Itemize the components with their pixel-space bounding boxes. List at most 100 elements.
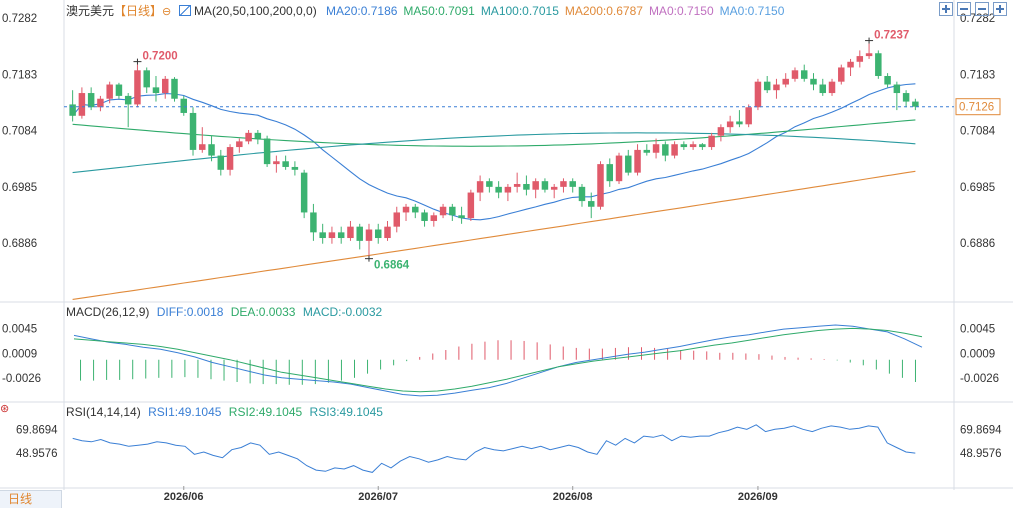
candle-body <box>319 232 326 239</box>
candle-body <box>291 166 299 170</box>
rsi-label: RSI(14,14,14) <box>66 405 141 419</box>
candle-body <box>847 61 854 68</box>
ma-value-3: MA200:0.6787 <box>564 4 643 18</box>
candle-body <box>754 81 762 108</box>
candle-body <box>763 81 771 91</box>
zoom-in-icon[interactable] <box>939 2 953 16</box>
candle-body <box>282 161 289 167</box>
x-tick-label: 2026/06 <box>164 491 204 503</box>
candle-body <box>699 144 706 148</box>
price-tick-right: 0.7282 <box>960 13 995 25</box>
candle-body <box>217 155 225 170</box>
candle-body <box>486 181 493 187</box>
candle-body <box>384 226 391 239</box>
candle-body <box>615 155 623 182</box>
candle-body <box>208 144 215 156</box>
candle-body <box>782 78 789 85</box>
ma-label: MA(20,50,100,200,0,0) <box>193 4 317 18</box>
candle-body <box>587 201 595 207</box>
candle-body <box>124 95 132 105</box>
candle-body <box>199 144 206 150</box>
candle-body <box>134 70 141 105</box>
period-tag[interactable]: 【日线】 <box>114 4 163 18</box>
x-tick-label: 2026/09 <box>738 491 778 503</box>
candle-body <box>745 107 752 125</box>
candle-body <box>458 215 465 219</box>
macd-diff: DIFF:0.0018 <box>156 305 224 319</box>
candle-body <box>310 212 317 233</box>
x-tick-label: 2026/07 <box>358 491 398 503</box>
ma-value-1: MA50:0.7091 <box>403 4 475 18</box>
candle-body <box>189 112 197 150</box>
ma-indicator-icon[interactable] <box>178 5 191 16</box>
candle-body <box>708 135 715 148</box>
candle-body <box>791 70 799 79</box>
candle-body <box>578 186 586 202</box>
ma20-line <box>72 83 916 221</box>
macd-diff-line <box>73 324 923 397</box>
price-tick-left: 0.7084 <box>2 126 38 138</box>
candle-body <box>865 53 873 57</box>
candle-body <box>652 144 660 153</box>
settings-icon[interactable] <box>975 2 989 16</box>
ma-value-0: MA20:0.7186 <box>326 4 398 18</box>
x-tick-label: 2026/08 <box>553 491 593 503</box>
fullscreen-icon[interactable] <box>993 2 1007 16</box>
rsi3-value: RSI3:49.1045 <box>309 405 383 419</box>
candle-body <box>893 84 901 94</box>
candle-body <box>625 155 632 173</box>
rsi-legend: RSI(14,14,14) RSI1:49.1045 RSI2:49.1045 … <box>66 405 383 419</box>
candle-body <box>97 98 104 108</box>
candle-body <box>337 232 345 239</box>
rsi2-value: RSI2:49.1045 <box>228 405 303 419</box>
candle-body <box>412 206 419 213</box>
candle-body <box>254 132 262 139</box>
ma50-line <box>72 119 916 147</box>
candle-body <box>439 206 447 216</box>
candle-body <box>152 87 160 94</box>
candle-body <box>569 181 576 187</box>
macd-value: MACD:-0.0032 <box>302 305 383 319</box>
candle-body <box>875 53 882 76</box>
rsi-tick-right: 48.9576 <box>960 448 1002 460</box>
zoom-out-icon[interactable] <box>957 2 971 16</box>
price-tick-left: 0.6985 <box>2 182 37 194</box>
candle-body <box>550 186 558 190</box>
candle-body <box>736 121 743 125</box>
candle-body <box>838 67 845 82</box>
macd-dea-line <box>73 327 923 393</box>
candle-body <box>365 229 373 241</box>
candle-body <box>115 84 123 96</box>
candle-body <box>467 192 475 219</box>
candle-body <box>143 70 150 88</box>
candle-body <box>171 78 178 99</box>
price-tick-left: 0.7183 <box>2 69 37 81</box>
annotation-label: 0.6864 <box>374 260 410 272</box>
ma-value-2: MA100:0.7015 <box>480 4 559 18</box>
macd-tick-right: 0.0045 <box>960 323 995 335</box>
candle-body <box>819 84 827 94</box>
price-tick-right: 0.6985 <box>960 182 995 194</box>
rsi-tick-right: 69.8694 <box>960 424 1002 436</box>
price-tick-right: 0.7084 <box>960 126 996 138</box>
candle-body <box>671 144 678 156</box>
candle-body <box>263 138 271 165</box>
candle-body <box>504 186 512 193</box>
candle-body <box>717 127 725 136</box>
candle-body <box>328 232 336 239</box>
candle-body <box>800 70 808 79</box>
candle-body <box>643 149 651 153</box>
candle-body <box>374 229 382 239</box>
candle-body <box>476 181 484 193</box>
candle-body <box>430 215 438 221</box>
macd-label: MACD(26,12,9) <box>66 305 150 319</box>
annotation-label: 0.7200 <box>142 51 177 63</box>
candle-body <box>300 172 308 213</box>
rsi-settings-icon[interactable]: ⊛ <box>0 403 10 415</box>
candle-body <box>78 93 86 116</box>
period-button[interactable]: 日线 <box>0 490 62 508</box>
price-tick-right: 0.6886 <box>960 238 995 250</box>
settings-icon[interactable]: ⊖ <box>162 6 172 18</box>
candle-body <box>662 144 669 156</box>
